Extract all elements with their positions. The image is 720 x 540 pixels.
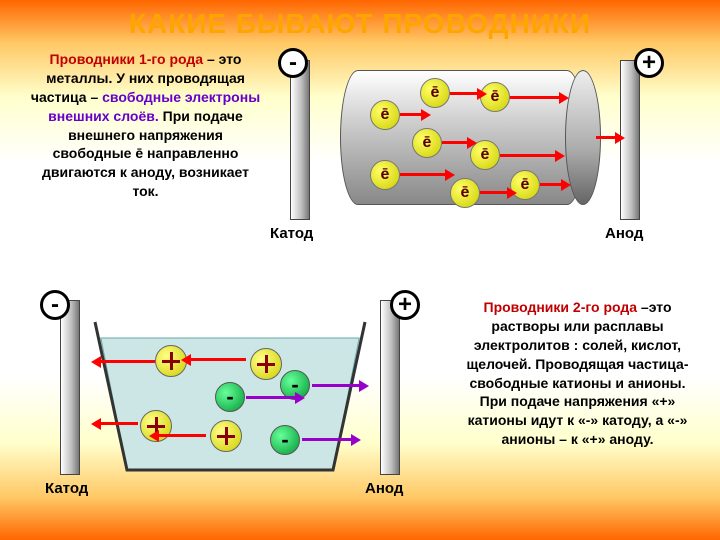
para1-lead: Проводники 1-го рода (50, 51, 204, 67)
plus-sign-2: + (390, 290, 420, 320)
cation-arrow (158, 434, 206, 437)
electron-icon: ē (420, 78, 450, 108)
para2-tail: –это растворы или расплавы электролитов … (466, 299, 688, 447)
electron-arrow (500, 154, 556, 157)
cation-icon (250, 348, 282, 380)
electron-arrow (480, 191, 508, 194)
anion-arrow (246, 396, 296, 399)
plus-sign: + (634, 48, 664, 78)
paragraph-second-kind: Проводники 2-го рода –это растворы или р… (455, 298, 700, 449)
anion-arrow (312, 384, 360, 387)
anion-arrow (302, 438, 352, 441)
electron-arrow (400, 113, 422, 116)
page-title: КАКИЕ БЫВАЮТ ПРОВОДНИКИ (0, 8, 720, 40)
electron-icon: ē (370, 100, 400, 130)
cation-arrow (100, 422, 138, 425)
minus-sign-2: - (40, 290, 70, 320)
electron-arrow (450, 92, 478, 95)
paragraph-first-kind: Проводники 1-го рода – это металлы. У ни… (28, 50, 263, 201)
cation-arrow (190, 358, 246, 361)
anode-electrode-2 (380, 300, 400, 475)
electron-arrow (510, 96, 560, 99)
electron-icon: ē (412, 128, 442, 158)
electron-icon: ē (450, 178, 480, 208)
minus-sign: - (278, 48, 308, 78)
cathode-electrode (290, 60, 310, 220)
anion-icon: - (215, 382, 245, 412)
cation-arrow (100, 360, 155, 363)
anode-label-2: Анод (365, 480, 403, 497)
anode-label: Анод (605, 225, 643, 242)
electron-arrow (540, 183, 562, 186)
electron-icon: ē (370, 160, 400, 190)
para2-lead: Проводники 2-го рода (484, 299, 638, 315)
anion-icon: - (270, 425, 300, 455)
cathode-label: Катод (270, 225, 313, 242)
electron-arrow (442, 141, 468, 144)
cation-icon (210, 420, 242, 452)
electron-arrow (400, 173, 446, 176)
electron-arrow (596, 136, 616, 139)
cathode-label-2: Катод (45, 480, 88, 497)
cathode-electrode-2 (60, 300, 80, 475)
